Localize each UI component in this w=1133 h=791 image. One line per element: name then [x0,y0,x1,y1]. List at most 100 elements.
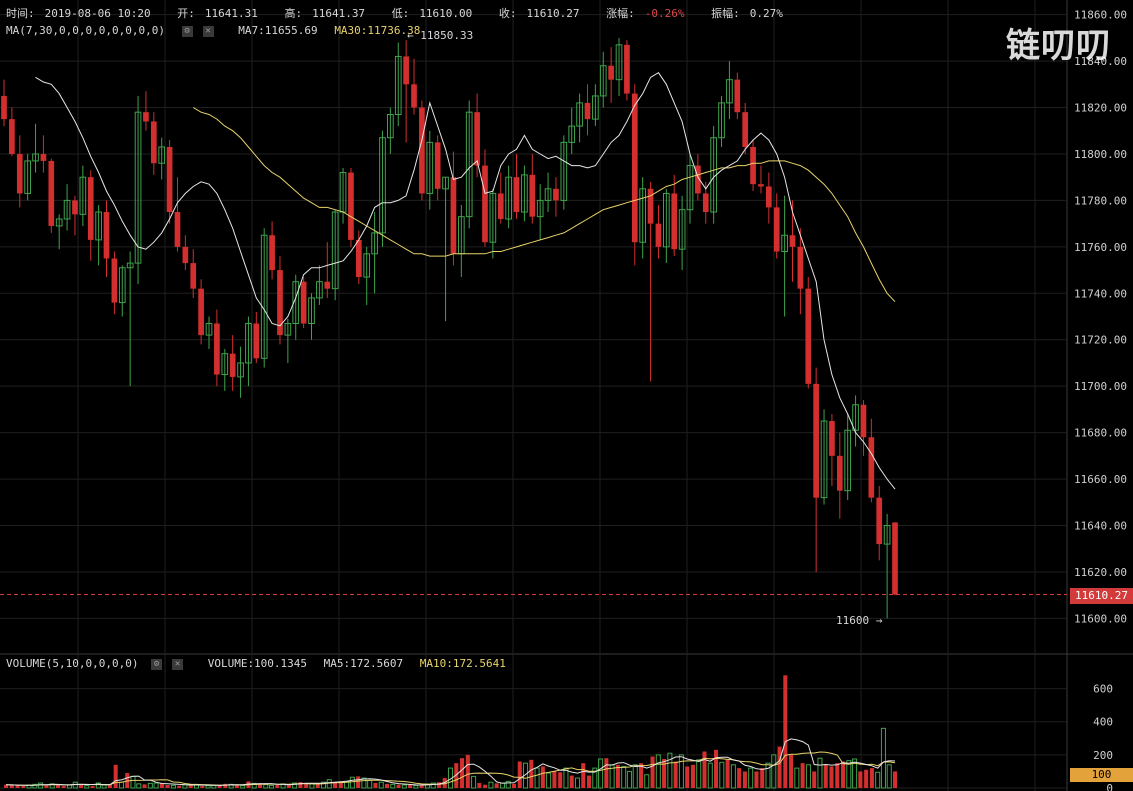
volume-bar-down [338,781,343,788]
volume-bar-down [142,784,147,788]
candle-body-down [214,323,220,375]
volume-bar-down [702,751,707,788]
volume-bar-up [730,764,736,789]
volume-ma5-value: MA5:172.5607 [323,657,404,670]
volume-bar-down [800,763,805,788]
candle-body-up [576,102,583,127]
volume-close-icon[interactable]: ✕ [172,658,184,670]
candle-body-down [482,165,488,243]
candle-body-down [348,172,354,240]
volume-bar-up [326,779,332,789]
volume-ma5-line [5,738,896,786]
candle-body-up [308,297,315,324]
candle-body-down [111,258,118,303]
candle-body-up [32,153,39,162]
volume-bar-down [465,754,470,788]
candle-body-up [844,429,852,492]
volume-bar-up [269,785,275,789]
change-value: -0.26% [644,7,685,20]
candle-body-down [892,522,898,595]
volume-bar-down [829,766,834,788]
candle-body-up [521,174,528,213]
price-tick-label: 11640.00 [1074,520,1127,533]
volume-bar-down [737,768,742,788]
volume-params: VOLUME(5,10,0,0,0,0) [6,657,139,670]
volume-bar-down [604,758,609,788]
volume-bar-up [632,764,638,789]
volume-bar-down [304,783,309,788]
high-marker-label: ← 11850.33 [407,29,474,42]
low-value: 11610.00 [419,7,473,20]
candle-body-down [72,200,78,215]
candle-body-up [820,420,828,499]
candle-body-up [465,111,473,218]
volume-bar-down [419,785,424,788]
volume-bar-up [598,758,604,789]
volume-bar-up [240,785,246,789]
volume-bar-down [442,778,447,788]
candle-body-down [150,121,157,164]
candle-body-down [671,193,678,250]
candle-body-up [363,253,371,278]
volume-bar-down [511,783,517,788]
volume-settings-gear-icon[interactable]: ⚙ [151,658,163,670]
watermark-logo: 链叨叨 [1006,26,1111,66]
volume-bar-down [685,766,690,788]
candle-body-down [497,193,504,219]
volume-bar-down [460,758,465,788]
candle-body-up [505,176,512,220]
price-tick-label: 11600.00 [1074,612,1127,625]
candle-body-down [766,186,772,208]
volume-bar-down [812,771,817,788]
candle-body-up [205,322,213,336]
volume-bar-up [147,782,153,789]
volume-bar-down [754,771,759,788]
volume-bar-up [211,785,217,789]
close-icon[interactable]: ✕ [202,25,214,37]
ma-indicator-bar: MA(7,30,0,0,0,0,0,0,0,0) ⚙ ✕ MA7:11655.69… [6,24,430,37]
candle-body-down [269,235,275,271]
candle-body-up [686,165,694,211]
price-tick-label: 11860.00 [1074,9,1127,22]
candle-body-up [158,146,166,164]
low-marker-label: 11600 → [836,614,883,627]
price-tick-label: 11660.00 [1074,473,1127,486]
volume-bar-down [408,784,413,788]
volume-bar-down [823,764,828,788]
volume-bar-down [44,785,49,788]
candle-body-down [608,65,614,80]
candle-body-down [419,107,425,194]
volume-bar-down [650,756,655,788]
candle-body-down [277,270,283,336]
price-tick-label: 11720.00 [1074,334,1127,347]
volume-bar-down [638,763,644,788]
volume-bar-down [200,786,205,788]
candle-body-down [300,281,307,324]
candle-body-down [87,177,94,240]
volume-bar-up [592,767,598,789]
volume-bar-down [529,759,534,788]
ma30-line [192,107,896,303]
candle-body-down [860,404,867,438]
settings-gear-icon[interactable]: ⚙ [181,25,193,37]
volume-bar-down [494,783,499,788]
candle-body-down [40,153,47,161]
ma7-value: MA7:11655.69 [238,24,318,37]
candle-body-down [813,383,819,498]
volume-bar-down [569,775,574,788]
volume-bar-down [286,784,291,788]
candle-body-up [237,362,244,378]
volume-bar-down [673,761,678,788]
volume-tick-label: 600 [1093,683,1113,696]
candle-body-up [426,141,434,194]
volume-bar-down [760,768,765,788]
volume-bar-down [298,782,303,788]
volume-bar-up [875,771,881,789]
candle-body-up [371,232,378,255]
volume-bar-up [707,762,713,789]
volume-bar-down [483,784,488,788]
ma30-value: MA30:11736.38 [334,24,421,37]
volume-bar-down [892,771,898,788]
volume-bar-up [574,777,581,789]
